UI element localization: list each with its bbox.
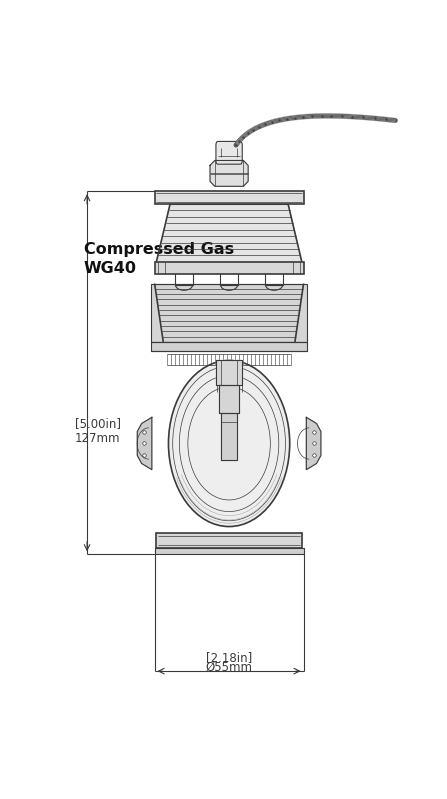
Bar xyxy=(156,533,302,548)
Bar xyxy=(151,284,307,342)
Text: Ø55mm: Ø55mm xyxy=(206,660,253,674)
FancyBboxPatch shape xyxy=(216,141,242,164)
Text: [5.00in]
127mm: [5.00in] 127mm xyxy=(75,417,121,445)
Ellipse shape xyxy=(169,360,290,527)
Text: Compressed Gas
WG40: Compressed Gas WG40 xyxy=(84,242,234,276)
Polygon shape xyxy=(216,360,242,385)
Polygon shape xyxy=(137,417,152,470)
Bar xyxy=(155,548,304,555)
Polygon shape xyxy=(221,413,237,460)
Polygon shape xyxy=(156,204,302,262)
FancyBboxPatch shape xyxy=(155,191,304,204)
Polygon shape xyxy=(306,417,321,470)
Polygon shape xyxy=(219,385,239,413)
Polygon shape xyxy=(210,161,248,186)
Bar xyxy=(155,262,304,274)
Text: [2.18in]: [2.18in] xyxy=(206,651,252,664)
Bar xyxy=(151,342,307,352)
